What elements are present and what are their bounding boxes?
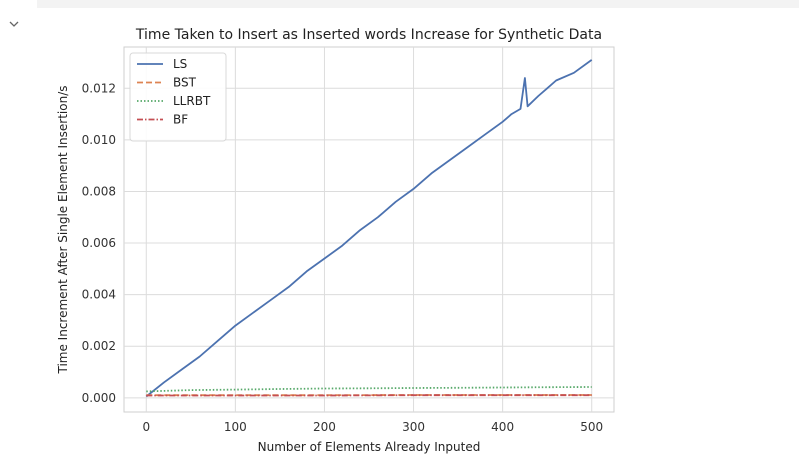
legend-label-ls: LS: [173, 57, 187, 71]
x-tick-label: 300: [402, 420, 425, 434]
y-tick-label: 0.008: [82, 184, 116, 198]
chevron-down-icon[interactable]: [8, 18, 20, 30]
legend-label-bst: BST: [173, 76, 197, 90]
x-tick-label: 200: [313, 420, 336, 434]
tick-labels: 0 100 200 300 400 500 0.000 0.002 0.004 0.006 0.00…: [82, 81, 604, 434]
cell-header-strip: [37, 0, 799, 8]
y-tick-label: 0.000: [82, 391, 116, 405]
x-axis-label: Number of Elements Already Inputed: [258, 440, 481, 454]
chart-title: Time Taken to Insert as Inserted words I…: [135, 27, 602, 43]
legend: LS BST LLRBT BF: [129, 52, 227, 142]
legend-label-llrbt: LLRBT: [173, 94, 211, 108]
y-tick-label: 0.010: [82, 133, 116, 147]
x-tick-label: 400: [491, 420, 514, 434]
y-tick-label: 0.006: [82, 236, 116, 250]
series-line-ls: [145, 59, 593, 398]
y-tick-label: 0.002: [82, 339, 116, 353]
series-lines: [145, 59, 593, 398]
y-tick-label: 0.004: [82, 288, 116, 302]
series-line-llrbt: [146, 386, 592, 393]
legend-label-bf: BF: [173, 113, 188, 127]
grid: [124, 47, 614, 412]
y-tick-label: 0.012: [82, 81, 116, 95]
x-tick-label: 500: [580, 420, 603, 434]
y-axis-label: Time Increment After Single Element Inse…: [56, 86, 70, 375]
x-tick-label: 0: [142, 420, 150, 434]
x-tick-label: 100: [224, 420, 247, 434]
